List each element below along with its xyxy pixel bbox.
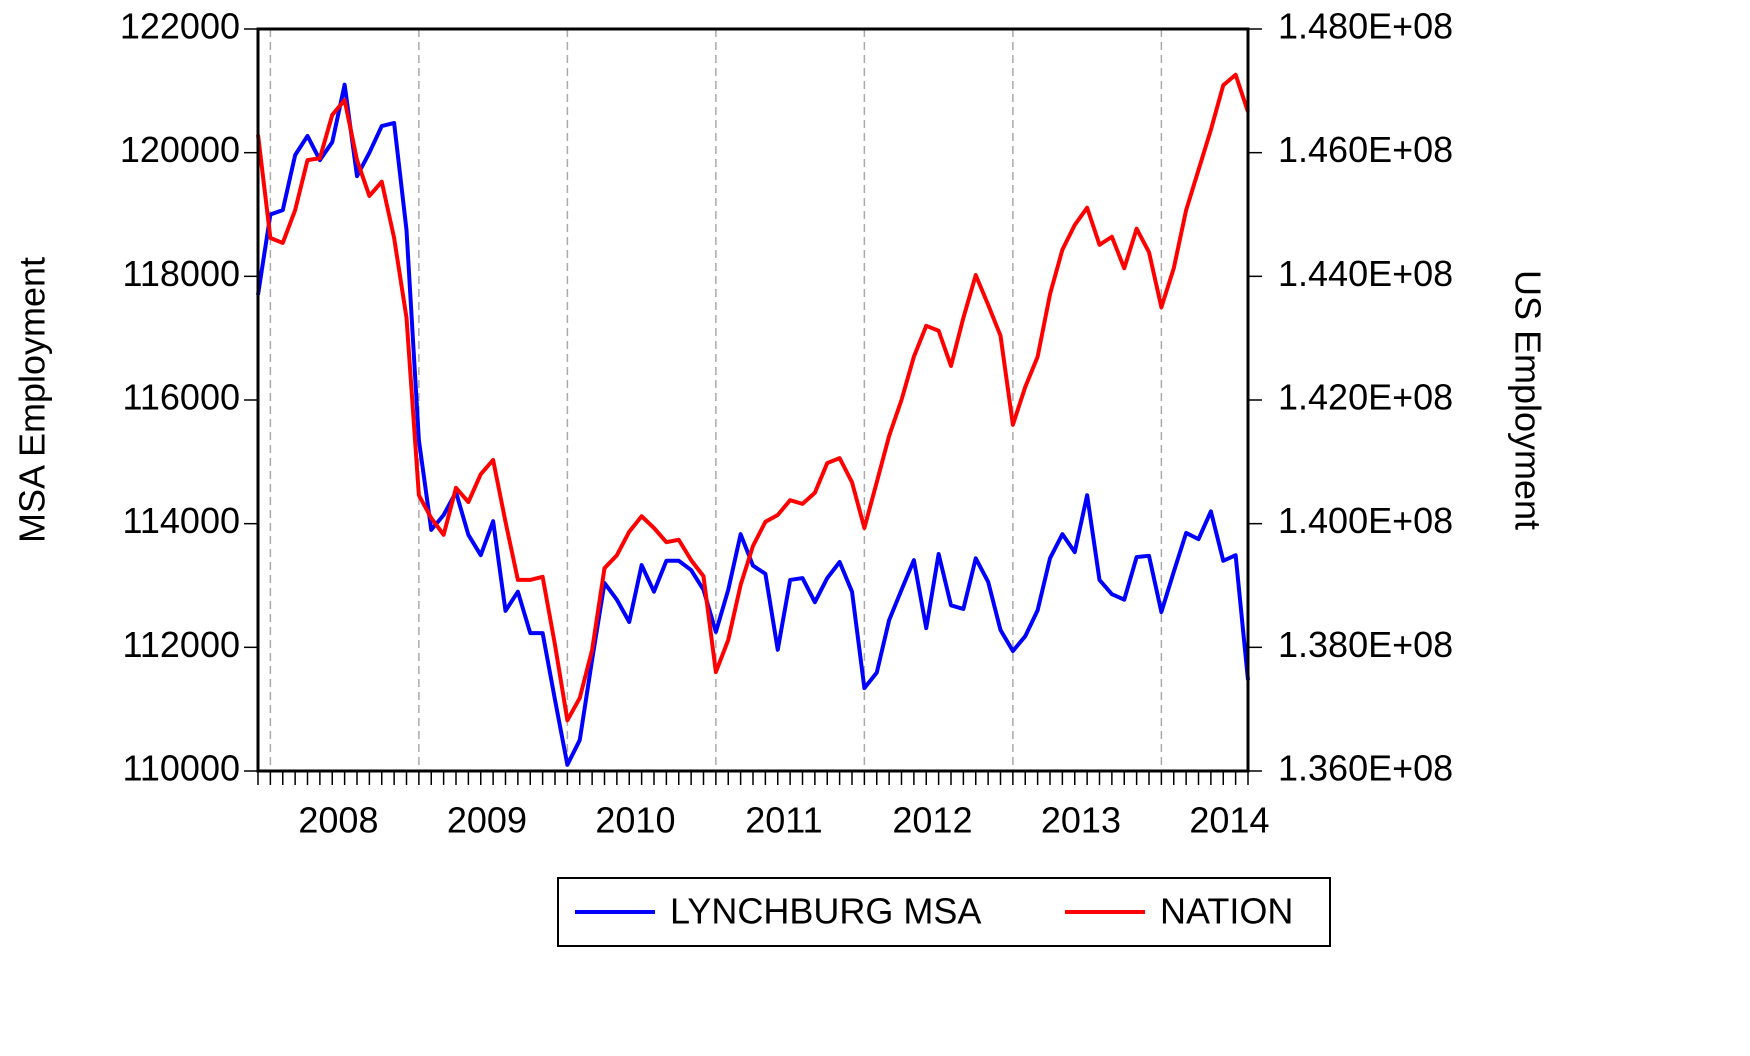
y2-tick-label: 1.440E+08 — [1278, 253, 1453, 294]
y2-tick-label: 1.460E+08 — [1278, 129, 1453, 170]
legend-label: NATION — [1160, 891, 1293, 932]
y-tick-label: 122000 — [120, 6, 240, 47]
x-tick-label: 2011 — [745, 800, 822, 841]
plot-frame — [256, 27, 1250, 773]
x-tick-label: 2010 — [595, 800, 675, 841]
x-tick-label: 2008 — [298, 800, 378, 841]
y-axis-title: MSA Employment — [12, 257, 53, 543]
y-tick-label: 112000 — [123, 624, 240, 665]
legend-label: LYNCHBURG MSA — [670, 891, 981, 932]
x-tick-label: 2009 — [447, 800, 527, 841]
x-tick-label: 2013 — [1041, 800, 1121, 841]
y-tick-label: 114000 — [123, 500, 240, 541]
y2-tick-label: 1.420E+08 — [1278, 377, 1453, 418]
y2-tick-label: 1.400E+08 — [1278, 500, 1453, 541]
x-tick-label: 2012 — [892, 800, 972, 841]
y-tick-label: 118000 — [123, 253, 240, 294]
x-tick-label: 2014 — [1189, 800, 1269, 841]
y2-tick-label: 1.380E+08 — [1278, 624, 1453, 665]
legend-box — [557, 877, 1331, 947]
y-tick-label: 116000 — [123, 377, 240, 418]
series-line — [256, 72, 1250, 723]
y2-tick-label: 1.480E+08 — [1278, 6, 1453, 47]
y-tick-label: 110000 — [123, 748, 240, 789]
series-line — [256, 82, 1250, 767]
y-tick-label: 120000 — [120, 129, 240, 170]
y2-tick-label: 1.360E+08 — [1278, 748, 1453, 789]
y2-axis-title: US Employment — [1507, 270, 1548, 530]
